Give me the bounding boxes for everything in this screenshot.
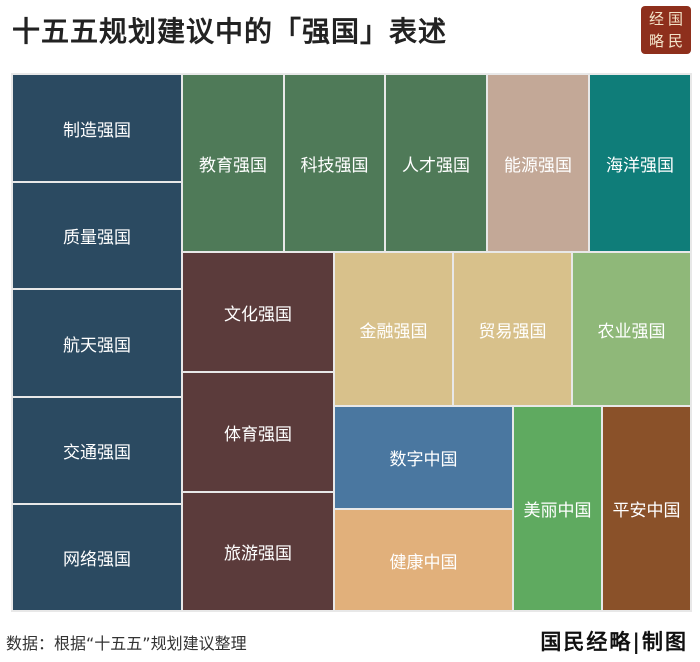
brand: 国民经略|制图 (540, 629, 688, 654)
tile: 旅游强国 (183, 493, 333, 610)
tile: 人才强国 (386, 75, 486, 251)
tile: 交通强国 (13, 398, 181, 503)
tile: 科技强国 (285, 75, 384, 251)
tile: 体育强国 (183, 373, 333, 491)
title: 十五五规划建议中的「强国」表述 (12, 15, 448, 48)
source-note: 数据：根据“十五五”规划建议整理 (6, 634, 247, 653)
tile: 金融强国 (335, 253, 452, 405)
tile: 航天强国 (13, 290, 181, 396)
tile: 海洋强国 (590, 75, 690, 251)
tile: 数字中国 (335, 407, 512, 508)
tile: 网络强国 (13, 505, 181, 610)
tile: 健康中国 (335, 510, 512, 610)
tile: 能源强国 (488, 75, 588, 251)
logo: 经国 略民 (641, 6, 691, 54)
logo-row: 经国 (648, 10, 687, 28)
tile: 贸易强国 (454, 253, 571, 405)
tile: 文化强国 (183, 253, 333, 371)
tile: 美丽中国 (514, 407, 601, 610)
tile: 教育强国 (183, 75, 283, 251)
tile: 质量强国 (13, 183, 181, 288)
tile: 平安中国 (603, 407, 690, 610)
tile: 农业强国 (573, 253, 690, 405)
tile: 制造强国 (13, 75, 181, 181)
logo-row: 略民 (648, 32, 687, 50)
